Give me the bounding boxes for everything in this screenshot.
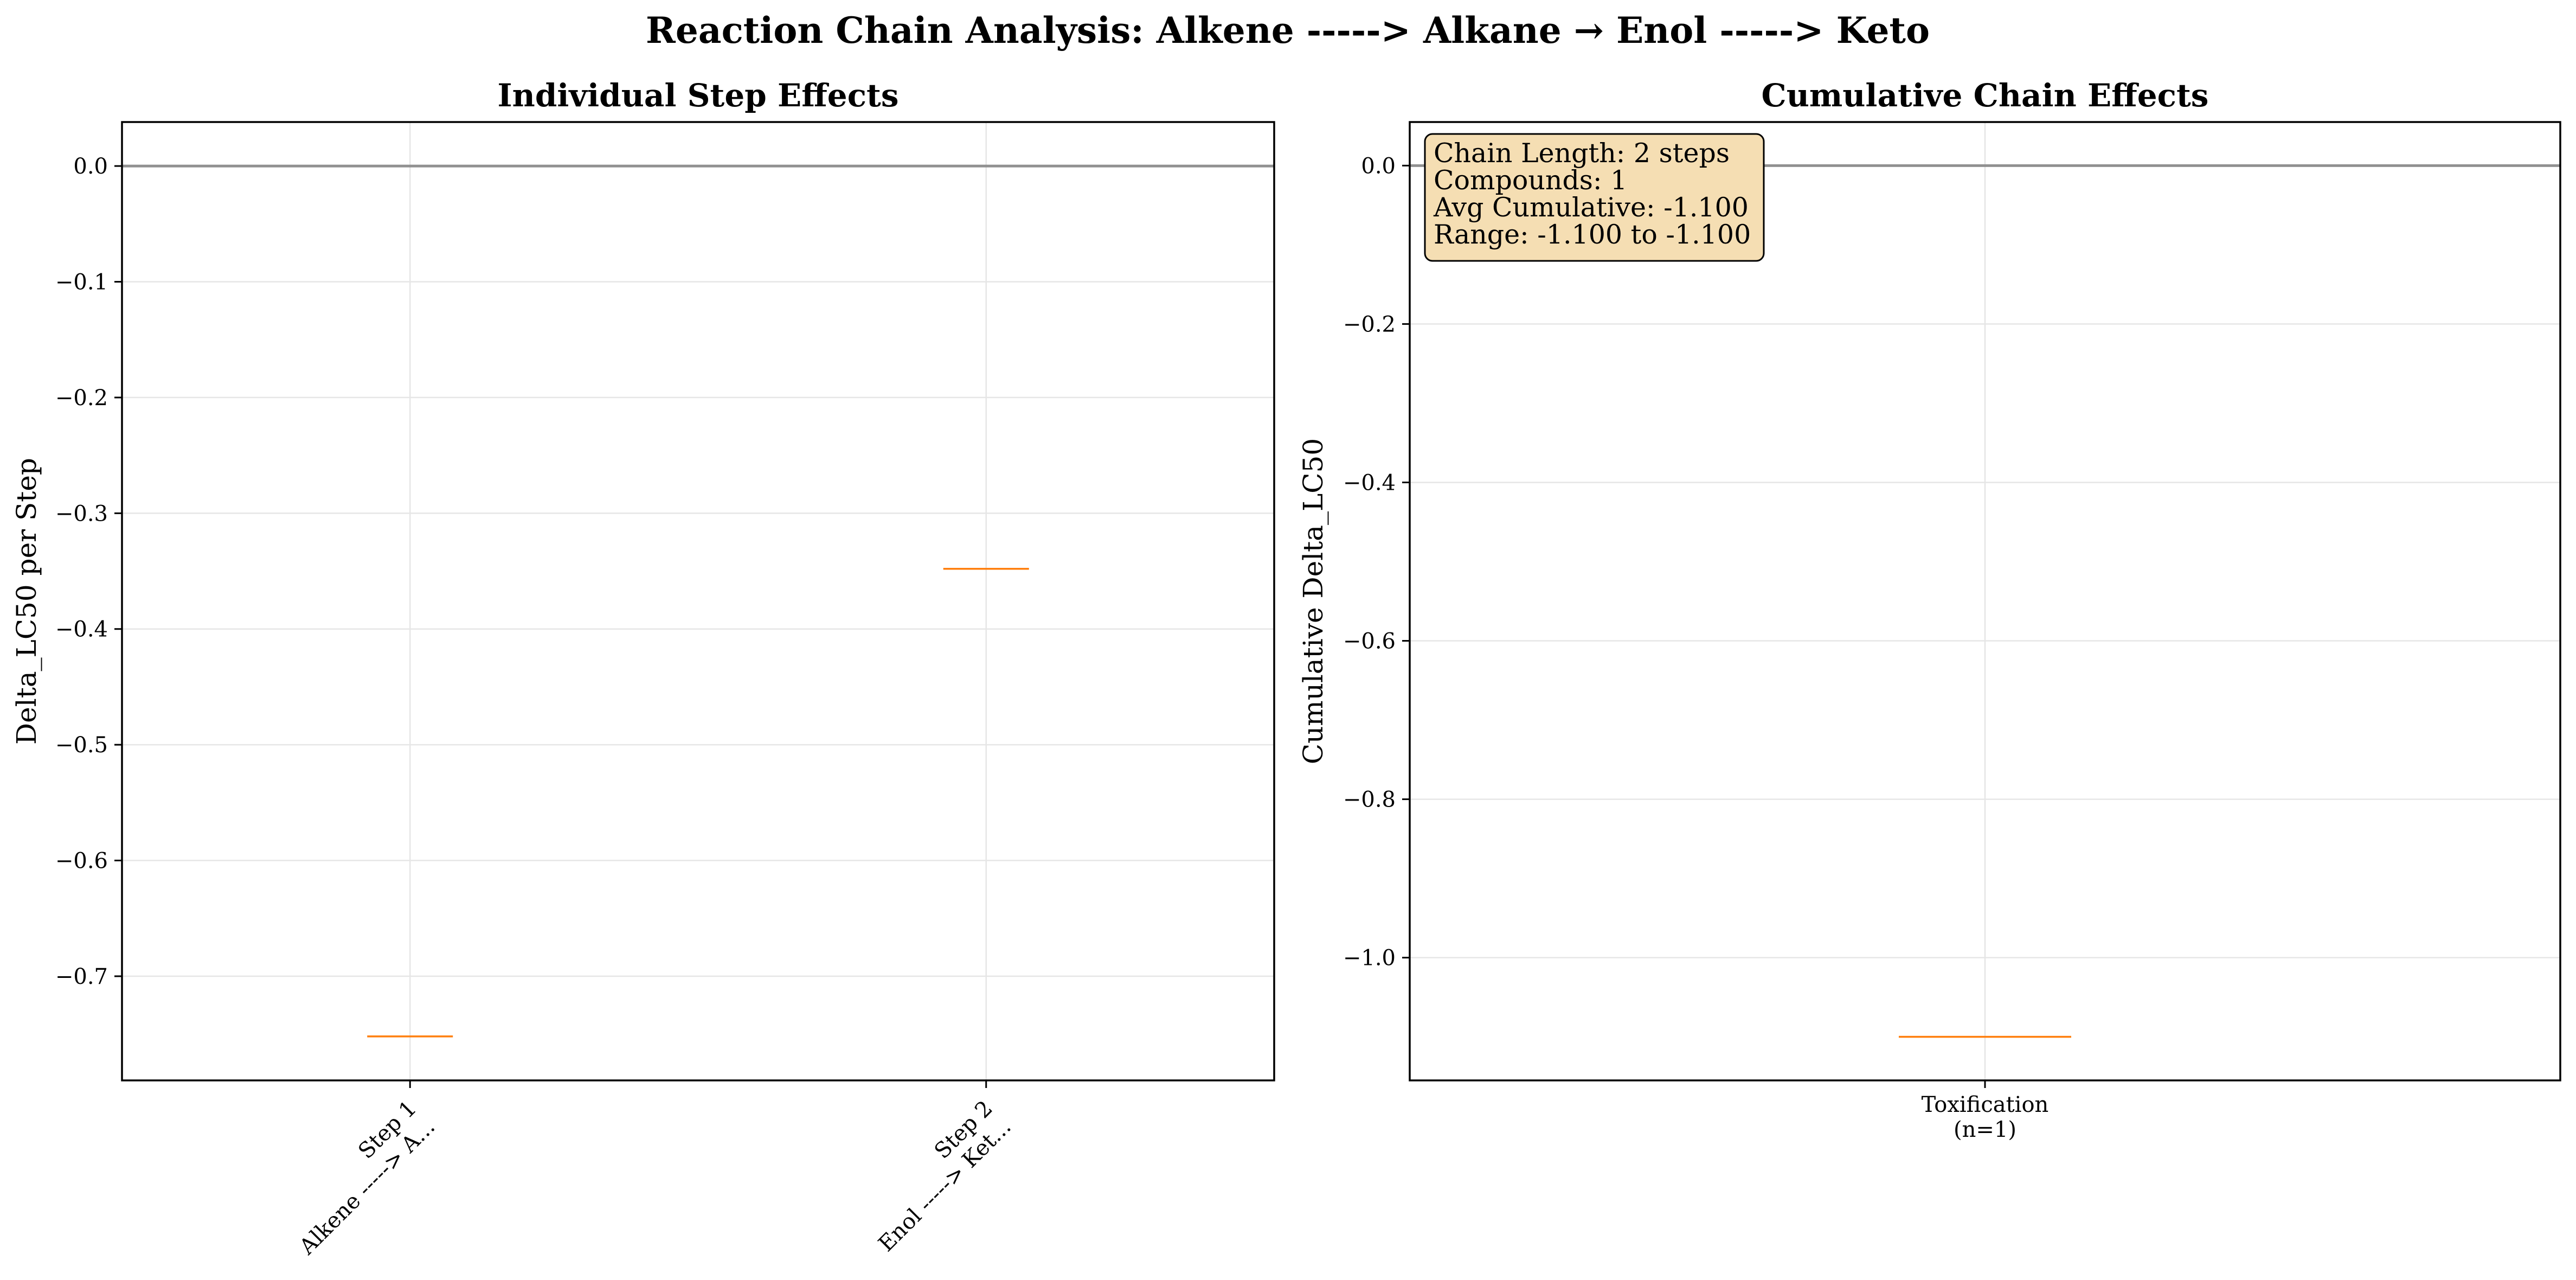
chart-panel-2: 0.0 −0.2 −0.4 −0.6 −0.8 −1.0 Toxification(n=1)… [1297, 77, 2561, 1142]
stats-line-3: Avg Cumulative: -1.100 [1433, 192, 1749, 223]
y-tick-label: −0.7 [55, 964, 108, 989]
x-tick-label-line2: (n=1) [1954, 1117, 2016, 1142]
y-tick-label: −0.2 [55, 386, 108, 411]
y-tick-label: −0.3 [55, 501, 108, 526]
axes-frame [121, 121, 1275, 1081]
axes-title: Individual Step Effects [498, 77, 899, 114]
figure-title: Reaction Chain Analysis: Alkene -----> A… [646, 9, 1930, 52]
chart-panel-1: 0.0 −0.1 −0.2 −0.3 −0.4 −0.5 −0.6 −0.7 Step 1Alk… [11, 77, 1275, 1260]
y-tick-label: −0.2 [1343, 312, 1396, 337]
stats-line-1: Chain Length: 2 steps [1434, 138, 1730, 169]
axes-title: Cumulative Chain Effects [1762, 77, 2209, 114]
y-tick-label: −0.5 [55, 733, 108, 758]
y-axis-label: Delta_LC50 per Step [11, 458, 42, 745]
y-tick-label: −1.0 [1343, 946, 1396, 971]
stats-line-2: Compounds: 1 [1434, 165, 1627, 196]
stats-line-4: Range: -1.100 to -1.100 [1434, 219, 1751, 250]
y-tick-label: −0.1 [55, 270, 108, 295]
y-tick-label: −0.6 [55, 849, 108, 874]
y-axis-label: Cumulative Delta_LC50 [1297, 438, 1329, 764]
y-tick-label: 0.0 [73, 154, 108, 179]
x-tick-label-line1: Toxification [1922, 1092, 2049, 1117]
y-tick-label: −0.8 [1343, 788, 1396, 812]
y-tick-label: −0.6 [1343, 629, 1396, 654]
y-tick-label: −0.4 [1343, 470, 1396, 495]
y-tick-label: 0.0 [1361, 153, 1396, 178]
stats-box [1424, 133, 1765, 262]
y-tick-label: −0.4 [55, 617, 108, 642]
